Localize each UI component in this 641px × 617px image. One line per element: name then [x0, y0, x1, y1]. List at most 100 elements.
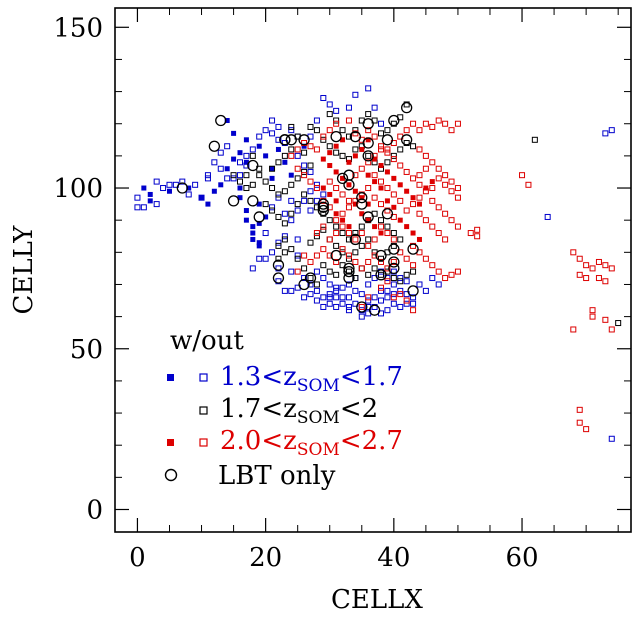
point-open-square — [294, 268, 301, 275]
point-open-square — [345, 268, 352, 275]
point-open-square — [339, 230, 346, 237]
point-open-square — [390, 242, 397, 249]
point-filled-square — [359, 195, 365, 201]
point-open-square — [410, 262, 417, 269]
point-open-square — [352, 130, 359, 137]
point-open-square — [378, 178, 385, 185]
point-open-square — [301, 252, 308, 259]
point-open-circle — [330, 249, 342, 262]
point-filled-square — [333, 169, 339, 175]
point-open-square — [275, 242, 282, 249]
point-open-square — [448, 178, 455, 185]
point-filled-square — [384, 169, 390, 175]
point-open-square — [358, 303, 365, 310]
point-open-square — [384, 265, 391, 272]
point-filled-square — [243, 217, 249, 223]
point-open-circle — [330, 130, 342, 143]
point-filled-square — [327, 191, 333, 197]
point-open-square — [281, 220, 288, 227]
point-open-square — [345, 303, 352, 310]
point-open-square — [326, 178, 333, 185]
point-open-square — [307, 239, 314, 246]
plot-frame — [114, 7, 632, 533]
point-open-square — [217, 165, 224, 172]
point-open-square — [435, 281, 442, 288]
point-filled-square — [147, 191, 153, 197]
point-open-square — [442, 120, 449, 127]
point-filled-square — [365, 172, 371, 178]
point-filled-square — [410, 195, 416, 201]
point-open-square — [320, 191, 327, 198]
point-open-square — [204, 175, 211, 182]
point-open-square — [422, 255, 429, 262]
point-open-square — [583, 275, 590, 282]
x-tick-label: 60 — [505, 543, 538, 573]
point-open-square — [326, 300, 333, 307]
point-open-square — [275, 194, 282, 201]
point-open-circle — [375, 249, 387, 262]
point-open-square — [288, 127, 295, 134]
point-open-square — [448, 188, 455, 195]
point-open-square — [384, 159, 391, 166]
point-open-square — [416, 127, 423, 134]
point-open-square — [474, 233, 481, 240]
point-open-square — [313, 287, 320, 294]
point-open-square — [333, 284, 340, 291]
point-open-square — [288, 181, 295, 188]
point-open-square — [294, 255, 301, 262]
point-open-square — [589, 307, 596, 314]
point-open-square — [313, 233, 320, 240]
point-open-square — [288, 246, 295, 253]
point-filled-square — [269, 175, 275, 181]
point-open-square — [422, 152, 429, 159]
point-filled-square — [256, 201, 262, 207]
point-open-square — [217, 149, 224, 156]
point-filled-square — [378, 163, 384, 169]
point-open-square — [352, 249, 359, 256]
point-open-square — [384, 146, 391, 153]
point-open-circle — [317, 201, 329, 213]
point-open-circle — [362, 211, 374, 223]
point-open-square — [615, 320, 622, 327]
point-open-square — [602, 316, 609, 323]
point-open-square — [371, 236, 378, 243]
point-open-square — [256, 172, 263, 179]
point-open-square — [320, 262, 327, 269]
point-filled-square — [372, 156, 378, 162]
point-open-square — [365, 294, 372, 301]
point-open-square — [326, 236, 333, 243]
point-open-square — [583, 262, 590, 269]
point-open-square — [307, 275, 314, 282]
point-open-square — [365, 281, 372, 288]
y-tick-label: 100 — [53, 174, 103, 204]
point-open-circle — [401, 134, 413, 146]
x-tick-label: 40 — [377, 543, 410, 573]
point-open-square — [576, 406, 583, 413]
point-open-circle — [343, 262, 355, 275]
point-open-circle — [336, 172, 349, 185]
point-filled-square — [237, 195, 243, 201]
point-open-square — [153, 201, 160, 208]
point-open-square — [442, 181, 449, 188]
point-open-square — [454, 120, 461, 127]
point-open-square — [371, 265, 378, 272]
point-open-square — [307, 123, 314, 130]
point-open-square — [576, 271, 583, 278]
point-open-square — [313, 297, 320, 304]
point-open-square — [608, 127, 615, 134]
legend-lbt-circle-marker — [164, 468, 178, 482]
point-open-square — [358, 265, 365, 272]
point-open-square — [243, 172, 250, 179]
point-open-square — [339, 210, 346, 217]
point-open-circle — [388, 114, 400, 127]
point-open-square — [390, 230, 397, 237]
point-open-square — [352, 230, 359, 237]
point-open-square — [365, 185, 372, 192]
point-open-square — [390, 120, 397, 127]
point-open-square — [358, 313, 365, 320]
point-filled-square — [250, 224, 256, 230]
point-open-square — [345, 255, 352, 262]
y-tick-label: 50 — [70, 335, 103, 365]
point-open-square — [192, 181, 199, 188]
point-open-square — [378, 258, 385, 265]
